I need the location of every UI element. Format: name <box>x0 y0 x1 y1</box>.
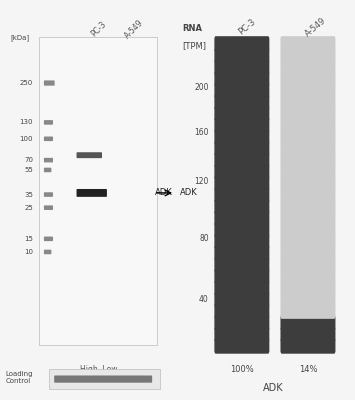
FancyBboxPatch shape <box>44 236 53 241</box>
Text: 35: 35 <box>24 192 33 198</box>
FancyBboxPatch shape <box>214 292 269 307</box>
FancyBboxPatch shape <box>44 205 53 210</box>
FancyBboxPatch shape <box>280 292 335 307</box>
FancyBboxPatch shape <box>280 280 335 296</box>
FancyBboxPatch shape <box>280 338 335 354</box>
FancyBboxPatch shape <box>280 315 335 330</box>
FancyBboxPatch shape <box>280 222 335 238</box>
Text: 15: 15 <box>24 236 33 242</box>
Text: 130: 130 <box>20 119 33 125</box>
Text: ADK: ADK <box>180 188 198 198</box>
FancyBboxPatch shape <box>214 222 269 238</box>
Text: RNA: RNA <box>183 24 203 32</box>
FancyBboxPatch shape <box>280 176 335 191</box>
Text: 10: 10 <box>24 249 33 255</box>
Text: PC-3: PC-3 <box>89 20 108 38</box>
FancyBboxPatch shape <box>214 245 269 261</box>
FancyBboxPatch shape <box>214 338 269 354</box>
FancyBboxPatch shape <box>214 94 269 110</box>
FancyBboxPatch shape <box>280 234 335 249</box>
FancyBboxPatch shape <box>214 199 269 214</box>
Text: ADK: ADK <box>155 188 173 198</box>
FancyBboxPatch shape <box>214 118 269 133</box>
FancyBboxPatch shape <box>280 141 335 156</box>
FancyBboxPatch shape <box>280 118 335 133</box>
Text: A-549: A-549 <box>123 18 146 40</box>
FancyBboxPatch shape <box>54 376 152 383</box>
Text: PC-3: PC-3 <box>236 17 257 37</box>
FancyBboxPatch shape <box>214 187 269 203</box>
FancyBboxPatch shape <box>280 36 335 52</box>
Text: 100: 100 <box>20 136 33 142</box>
FancyBboxPatch shape <box>280 48 335 63</box>
FancyBboxPatch shape <box>280 210 335 226</box>
Text: 200: 200 <box>194 83 209 92</box>
FancyBboxPatch shape <box>214 152 269 168</box>
Text: 70: 70 <box>24 157 33 163</box>
FancyBboxPatch shape <box>44 136 53 141</box>
FancyBboxPatch shape <box>214 36 269 52</box>
FancyBboxPatch shape <box>214 129 269 145</box>
FancyBboxPatch shape <box>214 83 269 98</box>
Text: 40: 40 <box>199 295 209 304</box>
FancyBboxPatch shape <box>280 187 335 203</box>
Text: 55: 55 <box>24 167 33 173</box>
FancyBboxPatch shape <box>280 60 335 75</box>
FancyBboxPatch shape <box>44 120 53 125</box>
Text: 25: 25 <box>24 205 33 211</box>
FancyBboxPatch shape <box>214 48 269 63</box>
FancyBboxPatch shape <box>280 268 335 284</box>
FancyBboxPatch shape <box>44 250 51 254</box>
Text: 80: 80 <box>199 234 209 243</box>
FancyBboxPatch shape <box>280 71 335 86</box>
FancyBboxPatch shape <box>280 257 335 272</box>
Text: ADK: ADK <box>263 382 284 392</box>
FancyBboxPatch shape <box>214 106 269 121</box>
FancyBboxPatch shape <box>214 71 269 86</box>
FancyBboxPatch shape <box>49 369 160 389</box>
FancyBboxPatch shape <box>77 189 107 197</box>
FancyBboxPatch shape <box>280 199 335 214</box>
FancyBboxPatch shape <box>39 37 157 346</box>
FancyBboxPatch shape <box>44 192 53 197</box>
FancyBboxPatch shape <box>214 326 269 342</box>
FancyBboxPatch shape <box>280 303 335 319</box>
FancyBboxPatch shape <box>214 280 269 296</box>
FancyBboxPatch shape <box>77 152 102 158</box>
Text: A-549: A-549 <box>304 16 328 38</box>
FancyBboxPatch shape <box>280 326 335 342</box>
FancyBboxPatch shape <box>44 80 55 86</box>
Text: 100%: 100% <box>230 365 254 374</box>
FancyBboxPatch shape <box>280 152 335 168</box>
FancyBboxPatch shape <box>280 129 335 145</box>
FancyBboxPatch shape <box>214 234 269 249</box>
Text: High  Low: High Low <box>80 365 117 374</box>
FancyBboxPatch shape <box>44 168 51 172</box>
FancyBboxPatch shape <box>280 106 335 121</box>
FancyBboxPatch shape <box>280 83 335 98</box>
FancyBboxPatch shape <box>280 94 335 110</box>
FancyBboxPatch shape <box>214 60 269 75</box>
Text: 250: 250 <box>20 80 33 86</box>
Text: [TPM]: [TPM] <box>183 41 207 50</box>
FancyBboxPatch shape <box>214 268 269 284</box>
FancyBboxPatch shape <box>214 257 269 272</box>
FancyBboxPatch shape <box>280 164 335 180</box>
FancyBboxPatch shape <box>214 176 269 191</box>
Text: Loading
Control: Loading Control <box>5 371 33 384</box>
Text: 160: 160 <box>194 128 209 138</box>
FancyBboxPatch shape <box>280 245 335 261</box>
Text: [kDa]: [kDa] <box>10 34 29 40</box>
FancyBboxPatch shape <box>214 303 269 319</box>
Text: 14%: 14% <box>299 365 317 374</box>
Text: 120: 120 <box>195 177 209 186</box>
FancyBboxPatch shape <box>214 315 269 330</box>
FancyBboxPatch shape <box>44 158 53 162</box>
FancyBboxPatch shape <box>214 164 269 180</box>
FancyBboxPatch shape <box>214 210 269 226</box>
FancyBboxPatch shape <box>214 141 269 156</box>
